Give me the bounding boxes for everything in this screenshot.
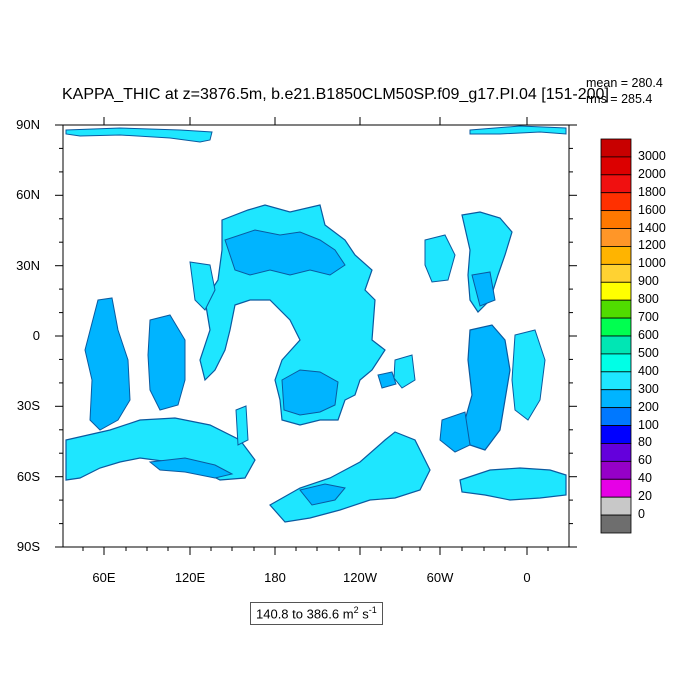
y-tick-label: 60S: [16, 469, 40, 484]
southern-ocean-west-inner: [148, 457, 234, 479]
y-ticks-right: [569, 124, 577, 548]
unit-sup-1: 2: [353, 605, 359, 615]
colorbar-box: [600, 443, 632, 462]
southern-ocean-central: [269, 431, 431, 523]
colorbar-label: 20: [638, 489, 652, 504]
y-tick-label: 90N: [16, 117, 40, 132]
colorbar-label: 1600: [638, 202, 666, 217]
y-tick-label: 60N: [16, 187, 40, 202]
colorbar-box: [600, 460, 632, 480]
rms-stat: rms = 285.4: [586, 92, 653, 106]
x-tick-label: 0: [523, 570, 531, 585]
colorbar-label: 3000: [638, 148, 666, 163]
atlantic-west: [424, 234, 456, 283]
y-tick-label: 0: [32, 328, 40, 343]
pacific-sw-basin: [281, 369, 339, 416]
atlantic-south-basin: [439, 411, 471, 453]
arctic-strip-east: [469, 125, 567, 135]
small-basin-2: [393, 354, 416, 389]
colorbar-box: [600, 335, 632, 355]
colorbar-label: 400: [638, 363, 659, 378]
colorbar-label: 2000: [638, 166, 666, 181]
small-basin-3: [235, 405, 249, 446]
colorbar-box: [600, 246, 632, 265]
x-tick-label: 60E: [92, 570, 116, 585]
colorbar-box: [600, 425, 632, 444]
colorbar-box: [600, 263, 632, 283]
colorbar-label: 1000: [638, 256, 666, 271]
pacific-subbasin: [224, 229, 346, 276]
colorbar-box: [600, 371, 632, 391]
atlantic-north: [461, 211, 513, 313]
unit-sup-2: -1: [368, 605, 377, 615]
colorbar-box: [600, 138, 632, 158]
colorbar-label: 700: [638, 310, 659, 325]
colorbar-box: [600, 210, 632, 229]
small-basin-1: [377, 371, 397, 389]
colorbar-box: [600, 174, 632, 194]
colorbar-box: [600, 317, 632, 337]
colorbar-box: [600, 299, 632, 319]
x-tick-label: 180: [264, 570, 286, 585]
colorbar-box: [600, 353, 632, 373]
colorbar-box: [600, 389, 632, 409]
indian-north: [189, 261, 216, 311]
colorbar-label: 0: [638, 507, 645, 522]
colorbar-label: 800: [638, 292, 659, 307]
colorbar-label: 100: [638, 417, 659, 432]
colorbar-box: [600, 496, 632, 516]
x-ticks-bottom: [82, 547, 549, 555]
colorbar-label: 600: [638, 328, 659, 342]
colorbar-label: 200: [638, 399, 659, 414]
ocean-field: [65, 125, 567, 523]
x-tick-label: 120E: [174, 570, 206, 585]
mean-stat: mean = 280.4: [586, 76, 663, 90]
atlantic-north-inner: [471, 271, 496, 307]
colorbar-box: [600, 156, 632, 176]
colorbar: [600, 138, 632, 534]
colorbar-box: [600, 228, 632, 247]
x-ticks-top: [103, 117, 528, 125]
colorbar-label: 60: [638, 453, 652, 468]
colorbar-label: 40: [638, 471, 652, 486]
y-tick-label: 30S: [16, 398, 40, 413]
arctic-strip: [65, 127, 213, 143]
colorbar-label: 300: [638, 381, 659, 396]
colorbar-box: [600, 281, 632, 301]
y-tick-label: 90S: [16, 539, 40, 554]
x-tick-label: 60W: [426, 570, 454, 585]
colorbar-label: 900: [638, 274, 659, 289]
colorbar-label: 1400: [638, 220, 666, 235]
y-ticks-left: [55, 124, 63, 548]
atlantic-south-east: [511, 329, 546, 421]
colorbar-label: 1200: [638, 238, 666, 253]
southern-ocean-central-inner: [299, 483, 346, 506]
colorbar-box: [600, 514, 632, 534]
colorbar-box: [600, 407, 632, 426]
range-text: 140.8 to 386.6 m: [256, 606, 354, 622]
colorbar-label: 500: [638, 345, 659, 360]
indian-east: [147, 314, 186, 411]
atlantic-south: [464, 324, 511, 451]
colorbar-box: [600, 192, 632, 212]
southern-ocean-east: [459, 467, 567, 501]
colorbar-label: 80: [638, 435, 652, 450]
unit-mid: s: [358, 606, 369, 622]
colorbar-box: [600, 478, 632, 498]
y-tick-label: 30N: [16, 258, 40, 273]
range-label: 140.8 to 386.6 m2 s-1: [250, 602, 383, 626]
plot-title: KAPPA_THIC at z=3876.5m, b.e21.B1850CLM5…: [62, 86, 609, 103]
x-tick-label: 120W: [343, 570, 377, 585]
indian-west: [84, 297, 131, 431]
colorbar-label: 1800: [638, 184, 666, 199]
